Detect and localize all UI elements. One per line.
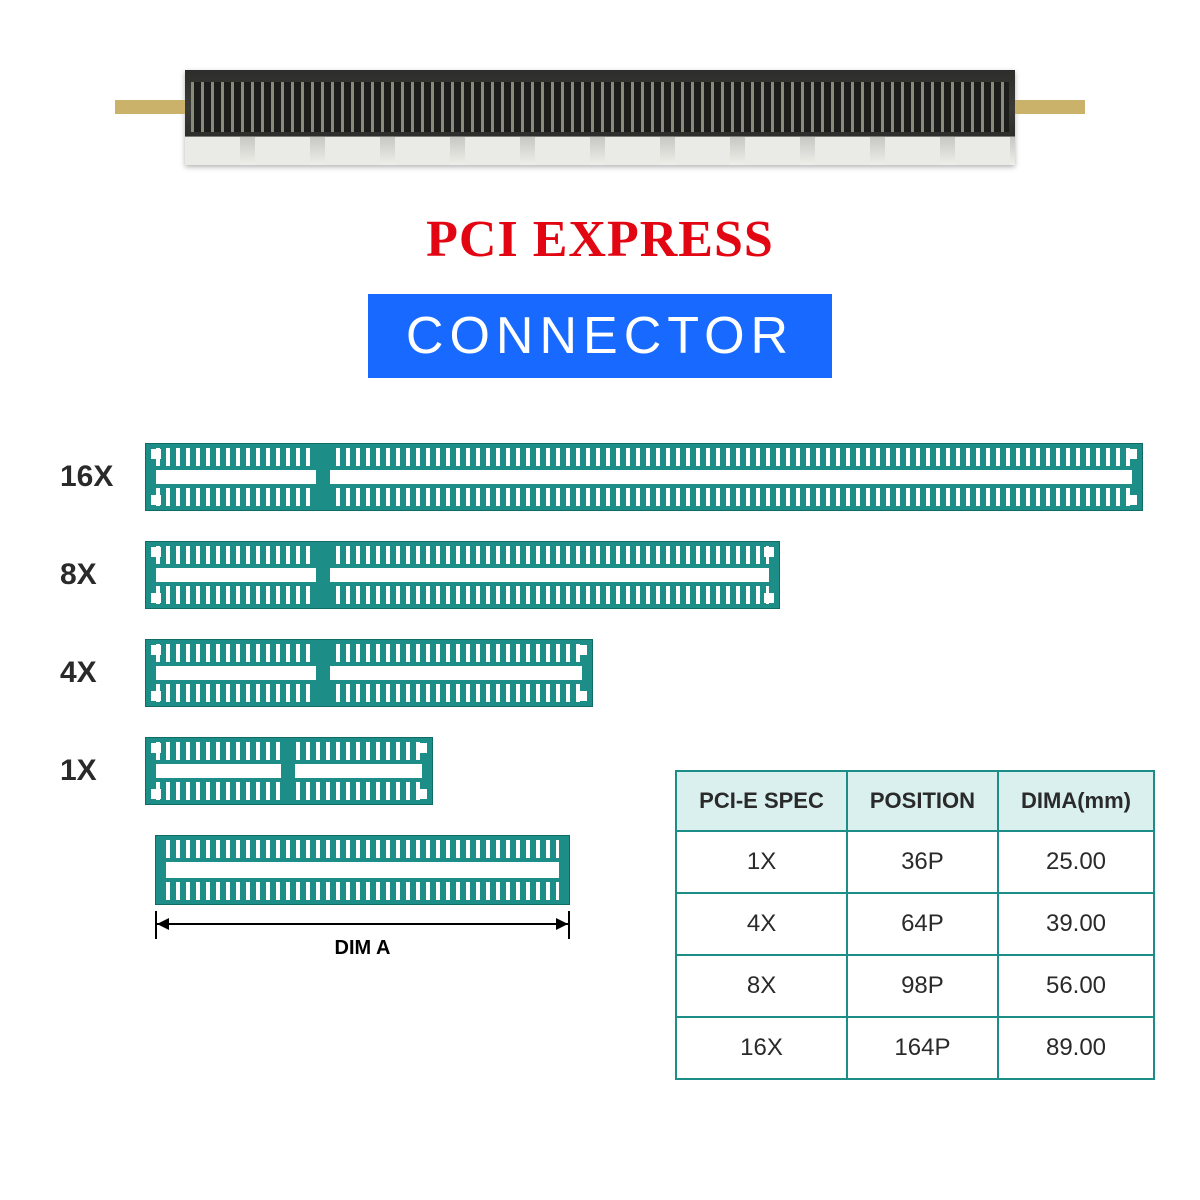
table-cell: 89.00: [998, 1017, 1154, 1079]
title-connector: CONNECTOR: [368, 294, 832, 378]
dim-slot: [155, 835, 570, 905]
title-pci-express: PCI EXPRESS: [50, 210, 1150, 269]
table-cell: 39.00: [998, 893, 1154, 955]
table-cell: 56.00: [998, 955, 1154, 1017]
slot-label: 4X: [60, 656, 145, 690]
table-cell: 164P: [847, 1017, 998, 1079]
connector-photo: [120, 60, 1080, 180]
th-spec: PCI-E SPEC: [676, 771, 847, 831]
dimension-row: DIM A: [155, 835, 570, 960]
th-dima: DIMA(mm): [998, 771, 1154, 831]
table-row: 1X36P25.00: [676, 831, 1154, 893]
slot-row-16x: 16X: [60, 443, 1150, 511]
slot-row-4x: 4X: [60, 639, 1150, 707]
table-cell: 25.00: [998, 831, 1154, 893]
table-row: 8X98P56.00: [676, 955, 1154, 1017]
slot-4x: [145, 639, 593, 707]
slot-label: 16X: [60, 460, 145, 494]
slot-8x: [145, 541, 780, 609]
spec-table: PCI-E SPEC POSITION DIMA(mm) 1X36P25.004…: [675, 770, 1155, 1080]
table-row: 4X64P39.00: [676, 893, 1154, 955]
table-cell: 16X: [676, 1017, 847, 1079]
slot-16x: [145, 443, 1143, 511]
slot-label: 8X: [60, 558, 145, 592]
slot-row-8x: 8X: [60, 541, 1150, 609]
slot-label: 1X: [60, 754, 145, 788]
table-cell: 1X: [676, 831, 847, 893]
connector-body: [185, 70, 1015, 165]
table-cell: 98P: [847, 955, 998, 1017]
table-cell: 4X: [676, 893, 847, 955]
table-cell: 64P: [847, 893, 998, 955]
table-header-row: PCI-E SPEC POSITION DIMA(mm): [676, 771, 1154, 831]
dimension-line: [155, 911, 570, 939]
table-row: 16X164P89.00: [676, 1017, 1154, 1079]
table-cell: 36P: [847, 831, 998, 893]
slot-1x: [145, 737, 433, 805]
table-cell: 8X: [676, 955, 847, 1017]
th-position: POSITION: [847, 771, 998, 831]
dimension-label: DIM A: [155, 937, 570, 960]
